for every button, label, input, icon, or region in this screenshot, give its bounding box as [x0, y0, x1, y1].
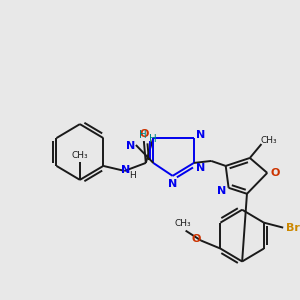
Text: H: H	[139, 130, 146, 140]
Text: N: N	[121, 165, 130, 175]
Text: CH₃: CH₃	[72, 152, 88, 160]
Text: CH₃: CH₃	[261, 136, 278, 145]
Text: N: N	[217, 186, 226, 196]
Text: H: H	[129, 171, 136, 180]
Text: N: N	[196, 130, 205, 140]
Text: Br: Br	[286, 223, 300, 232]
Text: N: N	[196, 163, 205, 173]
Text: O: O	[270, 168, 280, 178]
Text: N: N	[168, 179, 177, 189]
Text: O: O	[192, 234, 201, 244]
Text: O: O	[139, 129, 148, 139]
Text: CH₃: CH₃	[174, 219, 191, 228]
Text: H: H	[149, 134, 157, 144]
Text: N: N	[126, 141, 136, 151]
